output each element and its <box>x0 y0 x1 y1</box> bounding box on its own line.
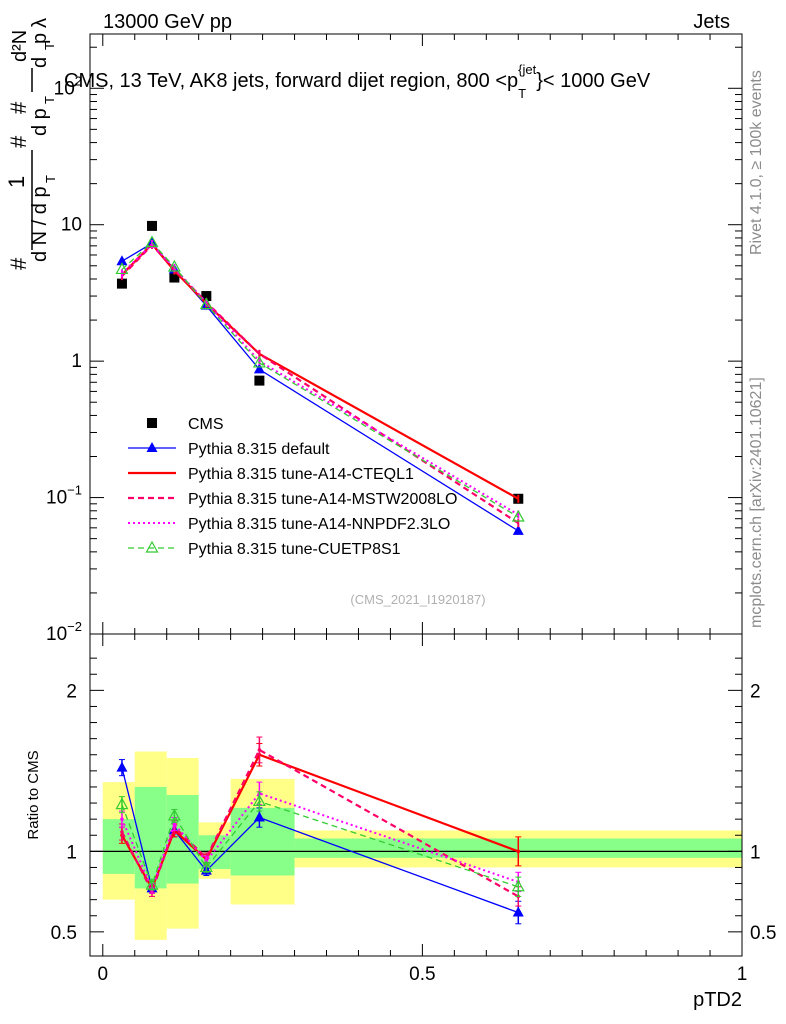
main-ylabel: # d N / d p T 1 # d p T # d T p λ d²N <box>4 18 58 270</box>
main-series-layer <box>115 220 525 535</box>
ratio-point <box>116 761 128 772</box>
legend-label: Pythia 8.315 tune-CUETP8S1 <box>188 541 401 558</box>
svg-text:d: d <box>29 57 51 68</box>
data-point <box>511 509 525 522</box>
ratio-panel: 0.5 0.51 12 20 0.5 1 Ratio to CMS pTD2 <box>25 633 776 1011</box>
x-axis-label: pTD2 <box>693 989 742 1011</box>
legend-label: Pythia 8.315 default <box>188 441 330 458</box>
ratio-line-mstw <box>120 748 519 898</box>
ratio-series-cuetp8 <box>115 791 525 897</box>
data-point <box>145 235 159 248</box>
legend-marker <box>145 540 159 553</box>
y-tick-label: 10−2 <box>46 619 82 645</box>
ratio-y-tick-label: 1 <box>66 842 77 863</box>
series-cms <box>116 220 524 504</box>
ratio-point <box>120 830 124 834</box>
ratio-point <box>199 860 213 873</box>
data-point <box>253 363 265 374</box>
data-point <box>116 278 127 289</box>
ratio-point <box>511 879 525 892</box>
legend-entry-cms: CMS <box>147 416 224 433</box>
data-point <box>254 375 265 386</box>
legend-entry-default: Pythia 8.315 default <box>128 441 330 458</box>
legend-label: Pythia 8.315 tune-A14-MSTW2008LO <box>188 491 457 508</box>
x-tick-label: 0 <box>97 964 108 985</box>
header-process: 13000 GeV pp <box>103 11 232 33</box>
legend-label: CMS <box>188 416 224 433</box>
main-panel: 10−2 10−1 1 10 102 CMS, 13 TeV, AK8 jets, fo… <box>4 18 743 645</box>
ratio-series-layer <box>115 736 525 925</box>
legend: CMS Pythia 8.315 default Pythia 8.315 tune… <box>128 416 457 558</box>
band-inner <box>134 786 167 889</box>
ratio-y-tick-label-right: 2 <box>750 681 761 702</box>
ratio-point <box>512 906 524 917</box>
x-tick-label: 1 <box>737 964 748 985</box>
y-tick-label: 10−1 <box>46 483 82 509</box>
y-tick-label: 10 <box>61 215 82 236</box>
svg-text:d²N: d²N <box>9 30 31 62</box>
svg-text:#: # <box>6 101 31 114</box>
legend-entry-cteq: Pythia 8.315 tune-A14-CTEQL1 <box>128 466 414 483</box>
ratio-line-default <box>121 767 519 914</box>
data-point <box>167 259 181 272</box>
y-tick-label: 102 <box>54 73 82 99</box>
ratio-point <box>172 822 177 826</box>
ratio-point <box>516 849 521 854</box>
ratio-y-tick-label: 0.5 <box>51 923 77 944</box>
series-line-nnpdf <box>121 242 519 516</box>
svg-text:T: T <box>43 175 58 183</box>
legend-marker <box>147 418 157 428</box>
ratio-ylabel: Ratio to CMS <box>25 750 42 839</box>
svg-text:d N / d p: d N / d p <box>29 186 51 262</box>
ratio-y-tick-label-right: 0.5 <box>750 923 776 944</box>
ratio-point <box>167 808 181 821</box>
header-category: Jets <box>693 11 730 33</box>
series-line-cteq <box>121 242 519 500</box>
series-mstw <box>120 241 520 528</box>
legend-entry-mstw: Pythia 8.315 tune-A14-MSTW2008LO <box>128 491 457 508</box>
data-point <box>116 255 128 266</box>
ratio-frame <box>89 633 743 957</box>
data-point <box>199 297 213 310</box>
mcplots-label: mcplots.cern.ch [arXiv:2401.10621] <box>748 377 765 628</box>
ratio-point <box>253 811 265 822</box>
ratio-point <box>145 877 159 890</box>
ratio-point <box>252 794 266 807</box>
ratio-point <box>257 748 262 752</box>
legend-label: Pythia 8.315 tune-A14-NNPDF2.3LO <box>188 516 450 533</box>
y-tick-label: 1 <box>71 351 82 372</box>
rivet-version-label: Rivet 4.1.0, ≥ 100k events <box>748 70 765 255</box>
main-title: CMS, 13 TeV, AK8 jets, forward dijet reg… <box>64 62 651 101</box>
svg-text:d p: d p <box>29 108 51 136</box>
legend-entry-cuetp8: Pythia 8.315 tune-CUETP8S1 <box>128 540 401 558</box>
series-cuetp8 <box>115 235 525 522</box>
svg-text:T: T <box>42 96 57 104</box>
ratio-uncertainty-bands <box>102 751 742 940</box>
x-tick-label: 0.5 <box>409 964 435 985</box>
ratio-y-tick-label: 2 <box>66 681 77 702</box>
ratio-point <box>115 797 129 810</box>
ratio-y-tick-label-right: 1 <box>750 842 761 863</box>
svg-text:#: # <box>6 257 31 270</box>
main-axes: 10−2 10−1 1 10 102 <box>46 34 743 645</box>
legend-entry-nnpdf: Pythia 8.315 tune-A14-NNPDF2.3LO <box>128 516 450 533</box>
data-point <box>169 272 180 283</box>
analysis-watermark: (CMS_2021_I1920187) <box>350 592 485 607</box>
svg-text:T: T <box>42 42 57 50</box>
svg-text:#: # <box>6 135 31 148</box>
svg-text:1: 1 <box>4 176 29 188</box>
data-point <box>147 220 158 231</box>
data-point <box>252 355 266 368</box>
data-point <box>201 291 212 302</box>
ratio-line-cuetp8 <box>121 800 519 888</box>
series-cteq <box>120 240 520 503</box>
data-point <box>512 524 524 535</box>
svg-text:λ: λ <box>29 18 51 28</box>
data-point <box>115 262 129 275</box>
svg-text:p: p <box>29 33 51 44</box>
ratio-point <box>120 817 124 821</box>
legend-label: Pythia 8.315 tune-A14-CTEQL1 <box>188 466 414 483</box>
legend-marker <box>146 442 158 452</box>
